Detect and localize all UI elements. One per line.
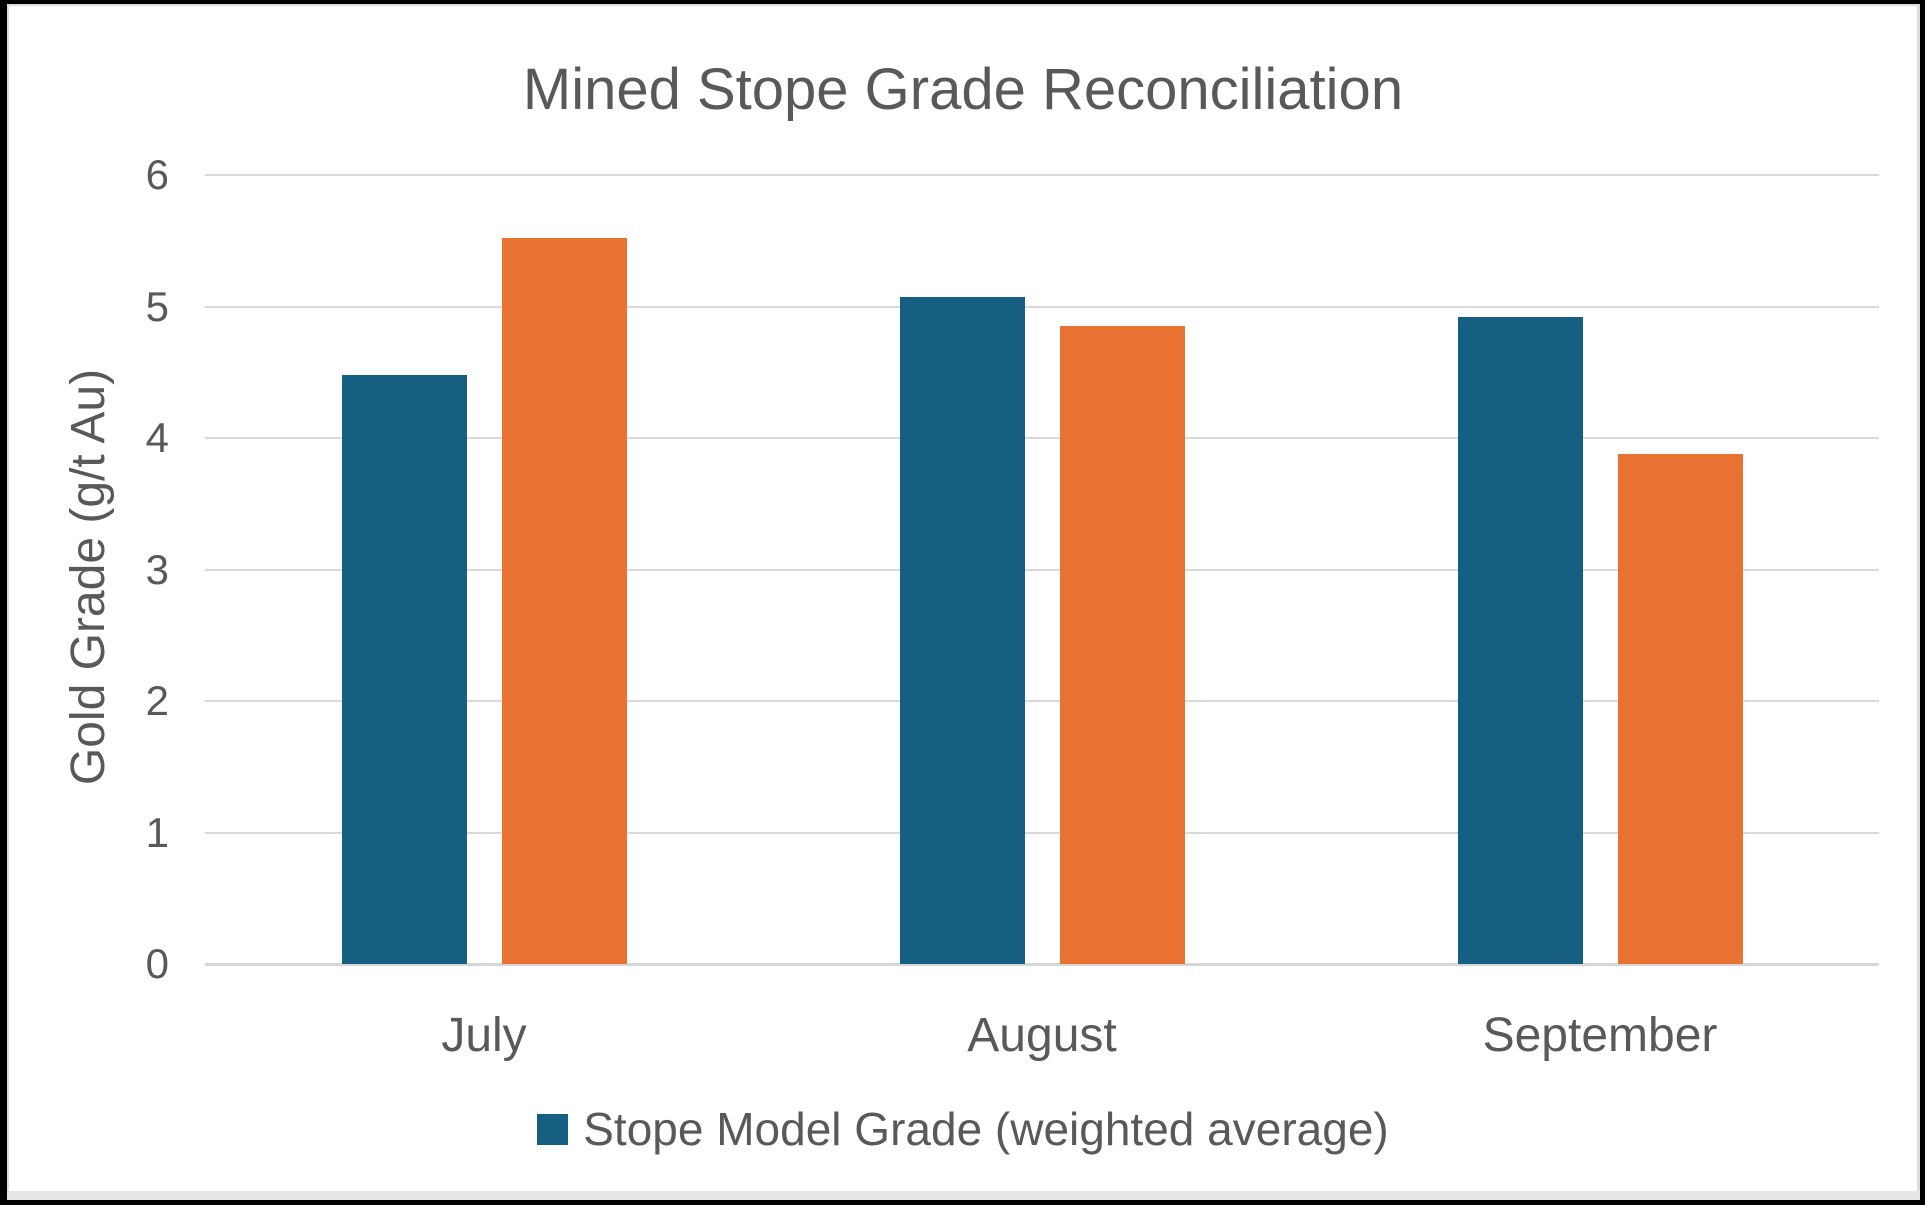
gridline-y6 (205, 174, 1879, 176)
y-tick-label-3: 3 (145, 545, 169, 593)
gridline-y1 (205, 831, 1879, 834)
gridline-y5 (205, 305, 1879, 308)
bar-september-series1 (1457, 317, 1583, 964)
bar-august-series2 (1059, 326, 1185, 964)
chart-title: Mined Stope Grade Reconciliation (522, 57, 1404, 122)
bar-september-series2 (1617, 453, 1743, 964)
x-axis-line (205, 963, 1879, 966)
y-tick-label-4: 4 (145, 414, 169, 461)
x-axis-label-july: July (441, 1009, 527, 1062)
y-tick-label-1: 1 (145, 808, 169, 856)
legend-color-swatch (537, 1113, 569, 1145)
gridline-y3 (205, 568, 1879, 571)
y-tick-label-0: 0 (145, 940, 169, 987)
window-edge-strip (7, 1191, 1920, 1200)
x-axis-label-september: September (1482, 1009, 1718, 1062)
gridline-y4 (205, 437, 1879, 439)
chart-canvas: Mined Stope Grade Reconciliation Gold Gr… (7, 4, 1920, 1200)
y-tick-label-5: 5 (145, 282, 169, 330)
legend: Stope Model Grade (weighted average) (9, 1102, 1917, 1156)
gridline-y2 (205, 700, 1879, 702)
bar-august-series1 (899, 297, 1025, 964)
y-tick-label-6: 6 (145, 151, 169, 198)
bar-july-series1 (341, 374, 467, 964)
bar-july-series2 (501, 238, 627, 964)
legend-label: Stope Model Grade (weighted average) (583, 1103, 1389, 1155)
x-axis-label-august: August (967, 1009, 1117, 1062)
y-tick-label-2: 2 (145, 677, 169, 724)
